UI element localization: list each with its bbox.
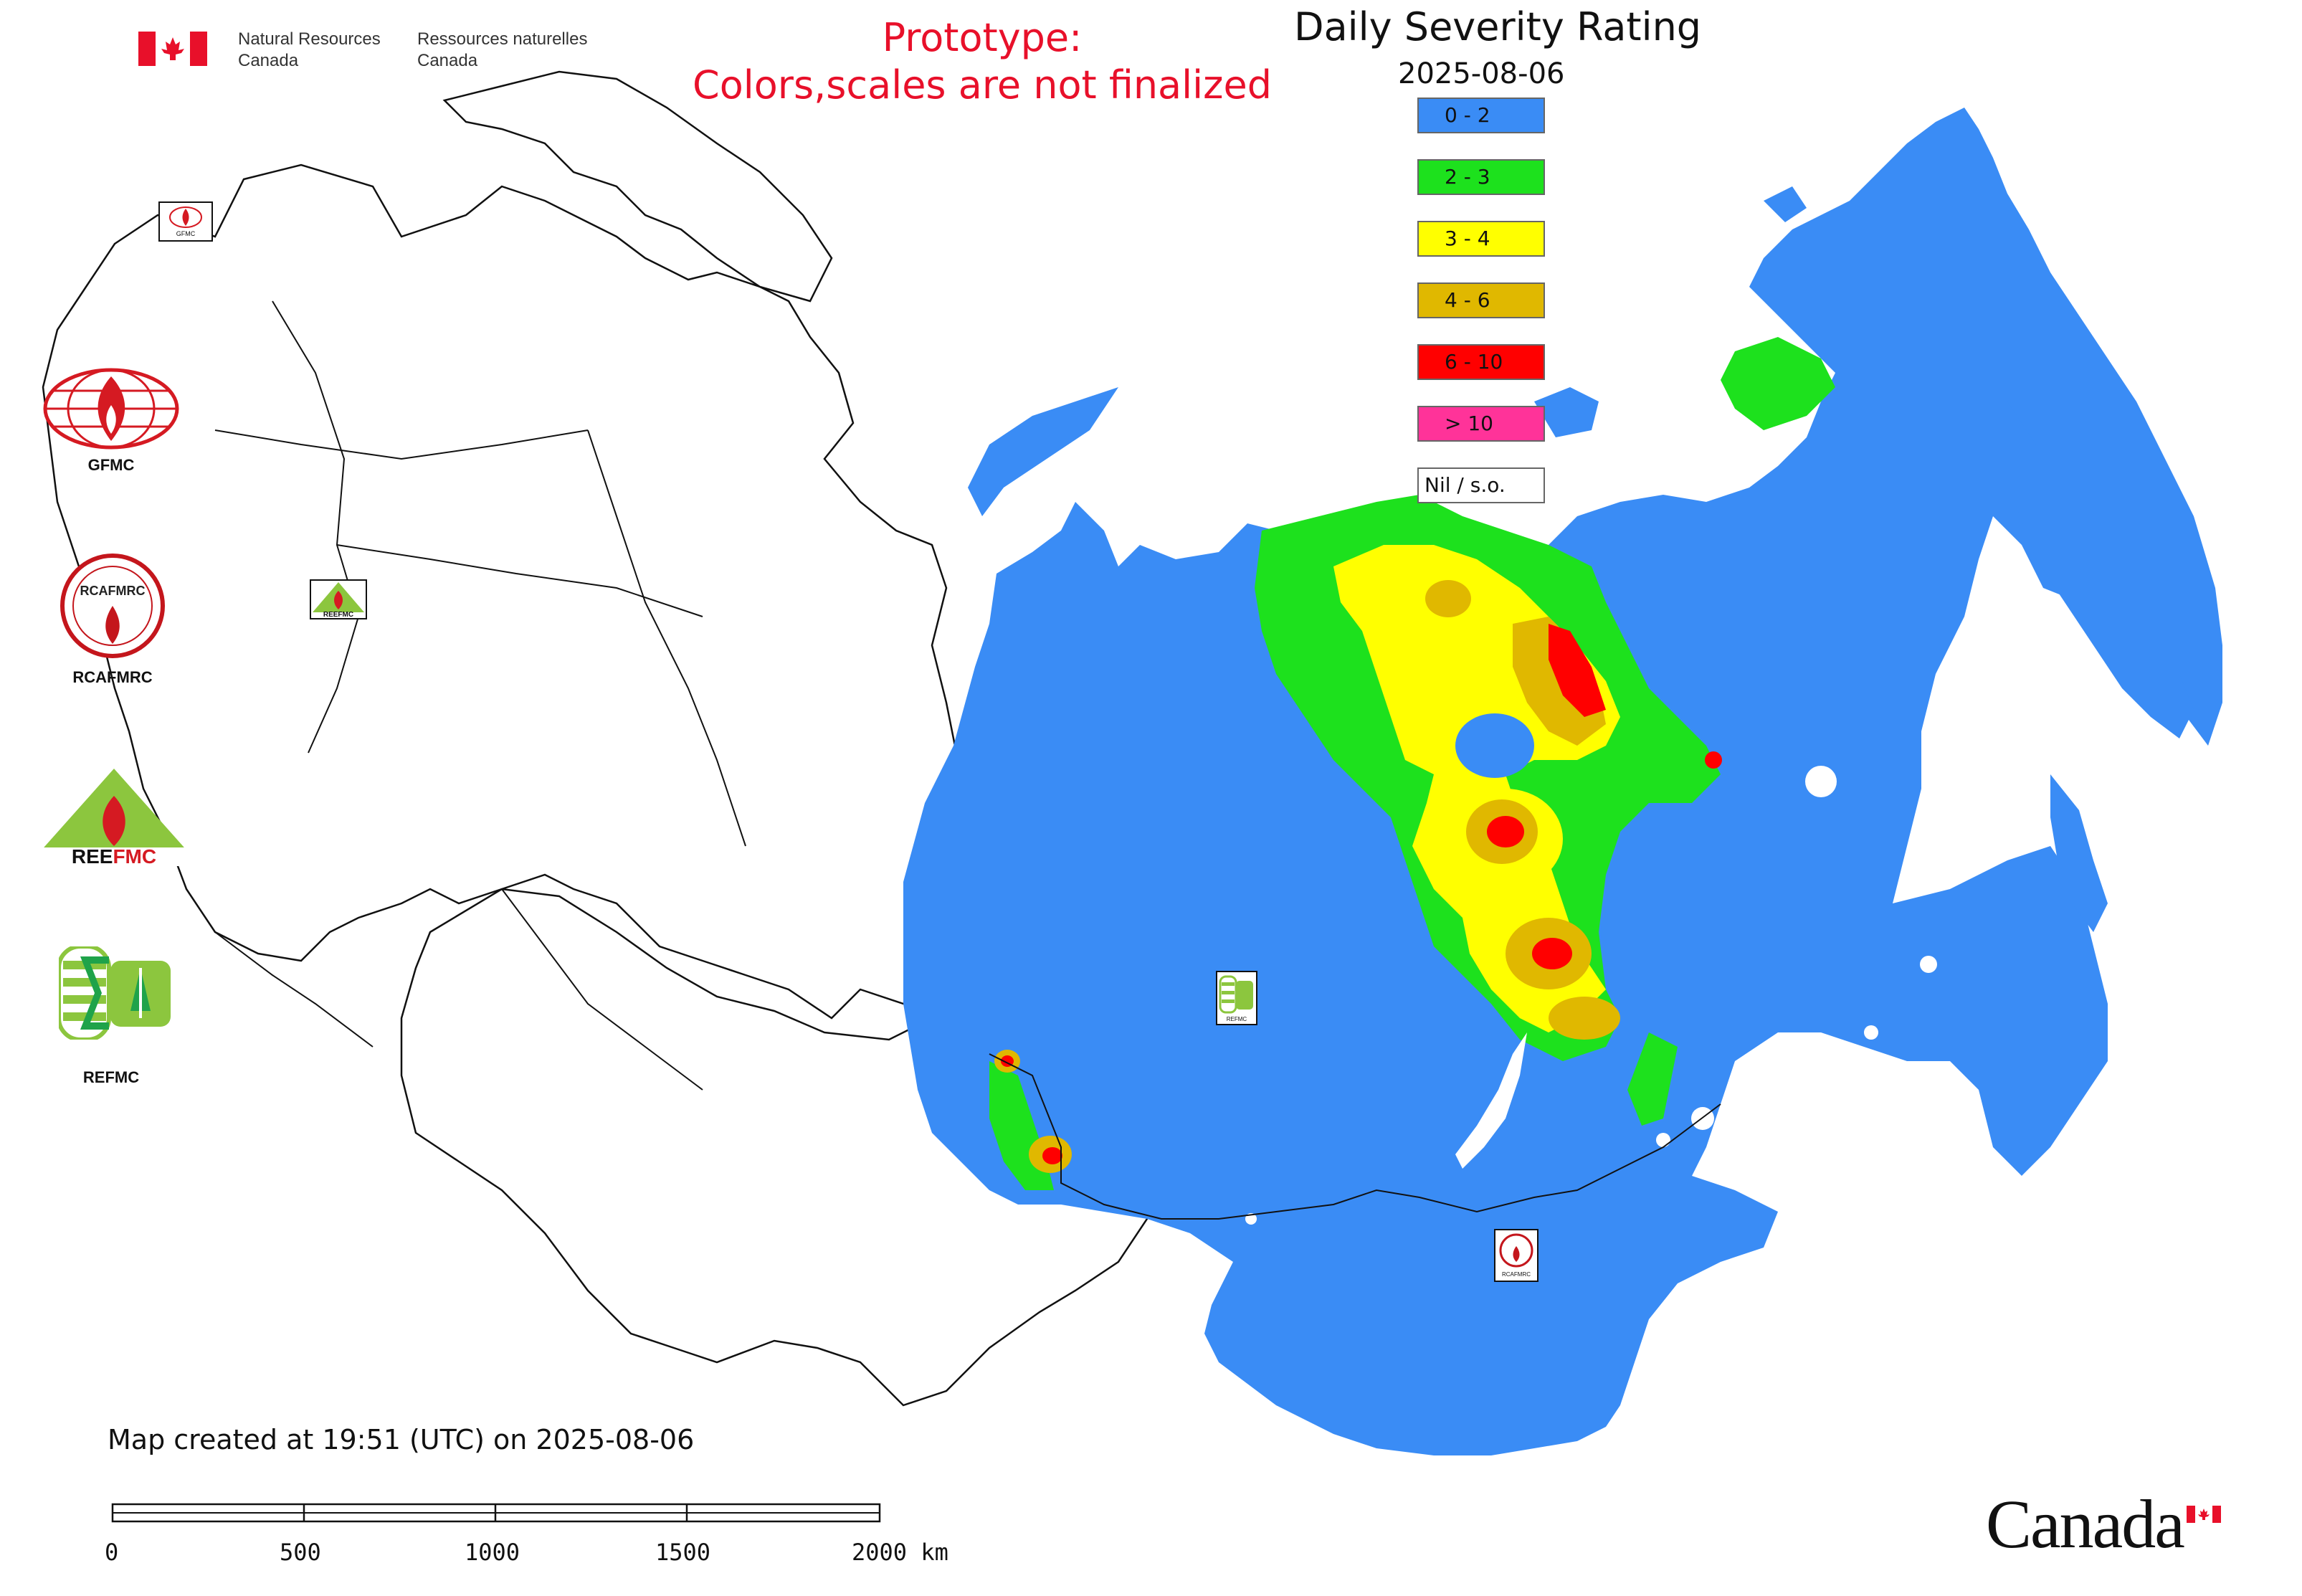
scale-label-0: 0 <box>105 1539 119 1566</box>
refmc-logo <box>57 944 172 1042</box>
refmc-marker-label: REFMC <box>1227 1016 1247 1022</box>
lakes <box>1245 713 2098 1225</box>
scale-label-2000: 2000 km <box>852 1539 948 1566</box>
department-name-fr: Ressources naturelles Canada <box>417 29 588 70</box>
canada-wordmark-flag <box>2187 1506 2221 1523</box>
canada-flag <box>138 32 207 66</box>
refmc-caption: REFMC <box>82 1068 140 1086</box>
gfmc-marker-label: GFMC <box>176 230 196 237</box>
map-created-timestamp: Map created at 19:51 (UTC) on 2025-08-06 <box>108 1424 695 1455</box>
department-name-en: Natural Resources Canada <box>238 29 381 70</box>
legend-item-4: 6 - 10 <box>1417 344 1545 380</box>
legend-item-0: 0 - 2 <box>1417 98 1545 133</box>
gfmc-map-marker: GFMC <box>158 201 213 242</box>
canada-wordmark: Canada <box>1986 1486 2185 1562</box>
legend-item-3: 4 - 6 <box>1417 282 1545 318</box>
map-date: 2025-08-06 <box>1398 57 1565 90</box>
rcafmrc-caption: RCAFMRC <box>72 668 153 686</box>
scale-bar <box>111 1503 882 1524</box>
scale-label-1000: 1000 <box>465 1539 520 1566</box>
svg-text:REEFMC: REEFMC <box>72 845 156 868</box>
legend-item-6: Nil / s.o. <box>1417 467 1545 503</box>
scale-label-500: 500 <box>280 1539 321 1566</box>
gfmc-caption: GFMC <box>87 456 135 474</box>
legend-item-1: 2 - 3 <box>1417 159 1545 195</box>
refmc-map-marker: REFMC <box>1216 971 1257 1025</box>
dsr-severity-overlay <box>989 337 1835 1190</box>
rcafmrc-marker-label: RCAFMRC <box>1502 1271 1531 1278</box>
country-outlines <box>42 70 1163 1407</box>
gfmc-logo <box>42 366 181 452</box>
rcafmrc-map-marker: RCAFMRC <box>1494 1229 1538 1282</box>
legend-item-5: > 10 <box>1417 406 1545 442</box>
scale-label-1500: 1500 <box>655 1539 711 1566</box>
russia-border <box>989 1053 1721 1220</box>
map-title: Daily Severity Rating <box>1294 4 1702 49</box>
internal-borders <box>214 300 746 1091</box>
reefmc-logo: REEFMC <box>37 767 191 868</box>
reefmc-map-marker: REEFMC <box>310 579 367 619</box>
legend-item-2: 3 - 4 <box>1417 221 1545 257</box>
prototype-notice: Prototype: Colors,scales are not finaliz… <box>693 15 1272 108</box>
rcafmrc-logo: RCAFMRC <box>59 552 166 660</box>
svg-text:RCAFMRC: RCAFMRC <box>80 584 146 598</box>
reefmc-marker-label: REEFMC <box>323 611 353 618</box>
